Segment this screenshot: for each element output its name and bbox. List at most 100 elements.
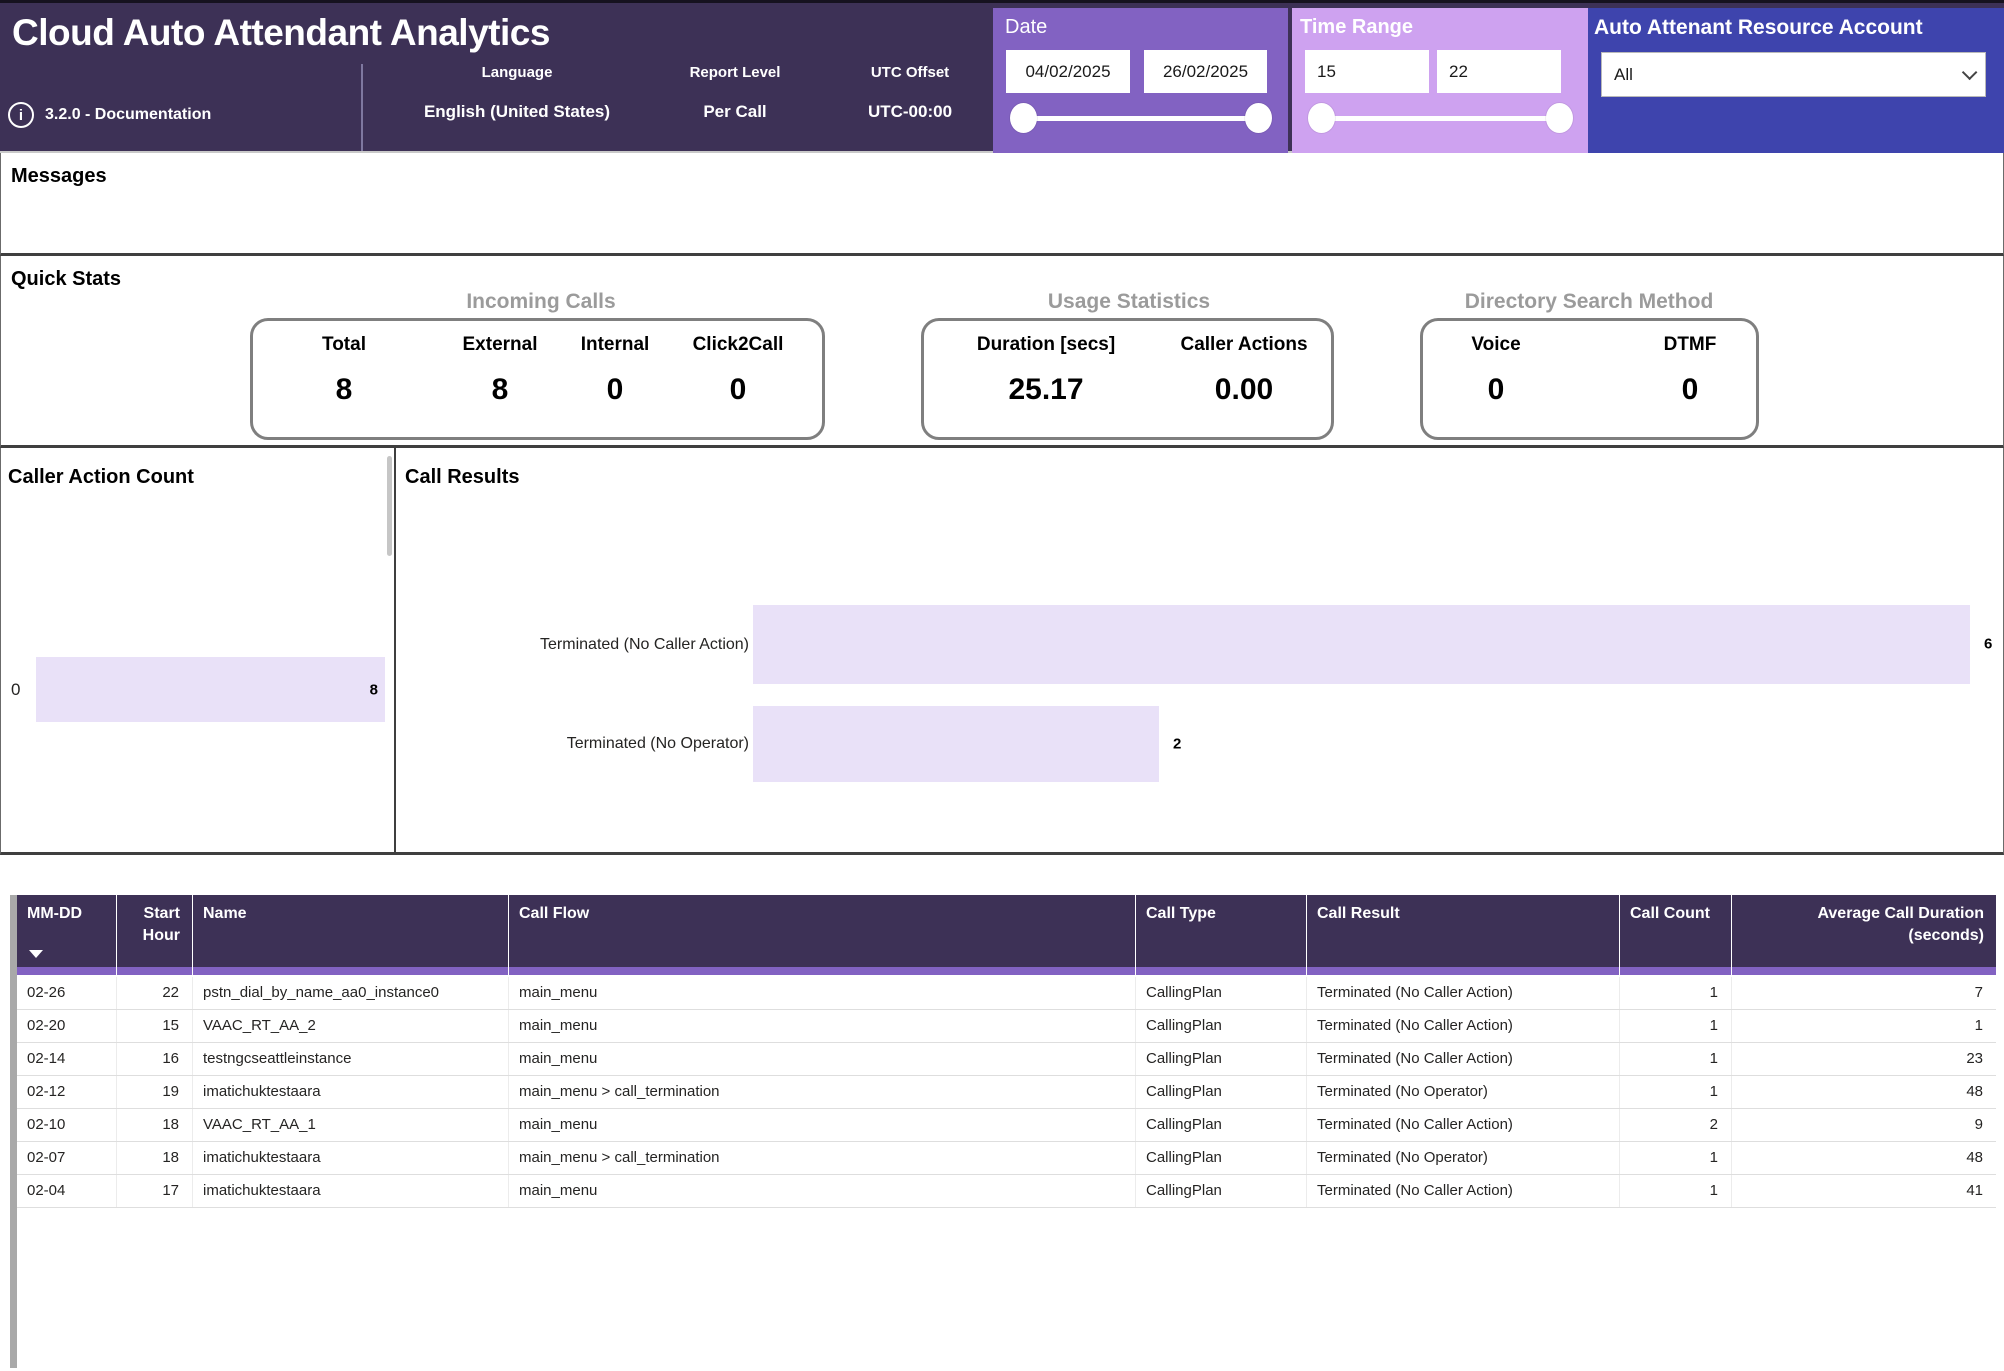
table-cell: 1 <box>1620 1010 1732 1042</box>
column-header-call-type[interactable]: Call Type <box>1136 895 1307 967</box>
column-header-label: MM-DD <box>27 905 83 922</box>
language-value: English (United States) <box>423 102 611 121</box>
table-cell: 19 <box>117 1076 193 1108</box>
charts-panel: Caller Action Count 0 8 Call Results Ter… <box>0 448 2004 855</box>
stat-value: 8 <box>491 373 509 406</box>
table-cell: 18 <box>117 1142 193 1174</box>
date-filter-panel: Date 04/02/2025 26/02/2025 <box>993 8 1288 153</box>
caller-action-category-label: 0 <box>11 680 21 699</box>
resource-account-dropdown[interactable]: All <box>1601 52 1986 97</box>
utc-offset-label: UTC Offset <box>870 64 950 81</box>
table-row[interactable]: 02-04 17 imatichuktestaara main_menu Calling… <box>17 1175 1996 1208</box>
table-row[interactable]: 02-26 22 pstn_dial_by_name_aa0_instance0 ma… <box>17 977 1996 1010</box>
time-range-title: Time Range <box>1300 16 1413 38</box>
table-accent-strip <box>17 967 1996 975</box>
table-cell: 1 <box>1974 1017 1983 1034</box>
table-cell: Terminated (No Caller Action) <box>1307 1109 1620 1141</box>
table-cell: 1 <box>1620 1142 1732 1174</box>
stat-value: 25.17 <box>1008 373 1084 406</box>
table-cell: 02-04 <box>17 1175 117 1207</box>
table-cell: 23 <box>1966 1050 1983 1067</box>
table-cell: CallingPlan <box>1136 1010 1307 1042</box>
table-row[interactable]: 02-14 16 testngcseattleinstance main_menu Ca… <box>17 1043 1996 1076</box>
column-header-call-flow[interactable]: Call Flow <box>509 895 1136 967</box>
info-icon[interactable]: i <box>8 102 34 128</box>
table-cell: CallingPlan <box>1136 977 1307 1009</box>
table-cell: VAAC_RT_AA_2 <box>193 1010 509 1042</box>
table-cell: testngcseattleinstance <box>193 1043 509 1075</box>
date-slider-track[interactable] <box>1024 116 1259 121</box>
stat-label: Internal <box>580 334 650 355</box>
table-cell: 02-26 <box>17 977 117 1009</box>
quick-stats-title: Quick Stats <box>11 268 122 290</box>
table-cell: 02-10 <box>17 1109 117 1141</box>
column-header-call-result[interactable]: Call Result <box>1307 895 1620 967</box>
table-cell: main_menu > call_termination <box>509 1076 1136 1108</box>
table-cell: 1 <box>1620 977 1732 1009</box>
table-cell: 1 <box>1620 1043 1732 1075</box>
table-cell: main_menu <box>509 1109 1136 1141</box>
directory-search-method-title: Directory Search Method <box>1464 290 1714 313</box>
bar-value-label: 8 <box>369 681 378 698</box>
call-results-bar[interactable] <box>753 706 1159 782</box>
table-cell: 02-12 <box>17 1076 117 1108</box>
column-header-mmdd[interactable]: MM-DD <box>17 895 117 967</box>
table-cell: 1 <box>1620 1175 1732 1207</box>
time-slider-handle-end[interactable] <box>1546 103 1573 133</box>
time-start-input[interactable]: 15 <box>1305 50 1429 93</box>
calls-table: MM-DD Start Hour Name Call Flow Call Typ… <box>10 895 1996 1368</box>
table-cell: pstn_dial_by_name_aa0_instance0 <box>193 977 509 1009</box>
scrollbar-thumb[interactable] <box>387 456 392 556</box>
window-top-edge <box>0 0 2004 3</box>
version-row: i 3.2.0 - Documentation <box>8 102 211 128</box>
stat-label: Click2Call <box>692 334 784 355</box>
stat-value: 0 <box>729 373 747 406</box>
table-cell: imatichuktestaara <box>193 1076 509 1108</box>
date-slider-handle-end[interactable] <box>1245 103 1272 133</box>
table-cell: main_menu <box>509 1043 1136 1075</box>
caller-action-bar[interactable]: 8 <box>36 657 385 722</box>
stat-value: 0 <box>1681 373 1699 406</box>
messages-title: Messages <box>11 165 107 187</box>
table-cell: Terminated (No Caller Action) <box>1307 1175 1620 1207</box>
chevron-down-icon <box>1961 64 1978 81</box>
time-slider-track[interactable] <box>1322 116 1560 121</box>
column-header-avg-duration[interactable]: Average Call Duration (seconds) <box>1817 905 1984 944</box>
date-start-input[interactable]: 04/02/2025 <box>1006 50 1130 93</box>
report-level-label: Report Level <box>689 64 781 81</box>
page-title: Cloud Auto Attendant Analytics <box>12 12 550 53</box>
sort-descending-icon <box>29 950 43 958</box>
column-header-name[interactable]: Name <box>193 895 509 967</box>
stat-label: Duration [secs] <box>976 334 1116 355</box>
date-end-input[interactable]: 26/02/2025 <box>1144 50 1267 93</box>
time-end-input[interactable]: 22 <box>1437 50 1561 93</box>
call-results-bar[interactable] <box>753 605 1970 684</box>
table-cell: 22 <box>117 977 193 1009</box>
messages-panel: Messages <box>0 153 2004 256</box>
table-cell: 02-14 <box>17 1043 117 1075</box>
table-row[interactable]: 02-20 15 VAAC_RT_AA_2 main_menu CallingPlan T… <box>17 1010 1996 1043</box>
language-label: Language <box>481 64 553 81</box>
table-row[interactable]: 02-12 19 imatichuktestaara main_menu > call… <box>17 1076 1996 1109</box>
incoming-calls-title: Incoming Calls <box>466 290 616 313</box>
table-cell: imatichuktestaara <box>193 1175 509 1207</box>
header-divider <box>361 64 363 151</box>
table-header-row: MM-DD Start Hour Name Call Flow Call Typ… <box>17 895 1996 967</box>
table-cell: main_menu <box>509 1175 1136 1207</box>
time-slider-handle-start[interactable] <box>1308 103 1335 133</box>
table-row[interactable]: 02-07 18 imatichuktestaara main_menu > call… <box>17 1142 1996 1175</box>
column-header-start-hour[interactable]: Start Hour <box>117 895 193 967</box>
column-header-call-count[interactable]: Call Count <box>1620 895 1732 967</box>
resource-account-value: All <box>1614 64 1633 84</box>
call-results-category-label: Terminated (No Caller Action) <box>540 635 749 653</box>
table-cell: Terminated (No Caller Action) <box>1307 1043 1620 1075</box>
app-header: Cloud Auto Attendant Analytics i 3.2.0 -… <box>0 0 2004 153</box>
date-slider-handle-start[interactable] <box>1010 103 1037 133</box>
quick-stats-panel: Quick Stats Incoming Calls Total 8 Exter… <box>0 256 2004 448</box>
table-cell: 2 <box>1620 1109 1732 1141</box>
resource-account-filter-panel: Auto Attenant Resource Account All <box>1588 8 2004 153</box>
table-row[interactable]: 02-10 18 VAAC_RT_AA_1 main_menu CallingPlan T… <box>17 1109 1996 1142</box>
table-cell: 9 <box>1974 1116 1983 1133</box>
table-cell: Terminated (No Caller Action) <box>1307 1010 1620 1042</box>
